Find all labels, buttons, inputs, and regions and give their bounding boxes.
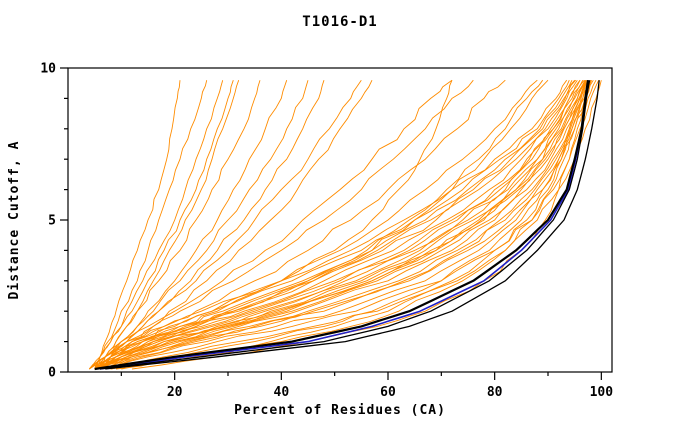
y-tick-label: 10 (40, 62, 56, 77)
series-line-black (105, 80, 600, 370)
series-line-orange (99, 80, 325, 370)
series-line-orange (88, 80, 224, 370)
series-line-orange (99, 80, 373, 370)
series-layer (88, 79, 602, 371)
plot-border (67, 67, 613, 373)
y-axis-label: Distance Cutoff, A (7, 141, 22, 300)
series-line-orange (94, 80, 309, 370)
series-line-orange (99, 79, 585, 370)
series-line-orange (94, 79, 362, 370)
series-line-orange (105, 80, 600, 370)
axes-layer: 20 40 60 80 100 0 5 10 (40, 62, 613, 401)
x-tick-label: 20 (167, 385, 183, 400)
x-tick-label: 80 (487, 385, 503, 400)
series-line-orange (89, 79, 573, 370)
series-line-orange (99, 79, 544, 370)
series-line-orange (110, 80, 586, 370)
y-tick-label: 0 (48, 366, 56, 381)
series-line-orange (105, 80, 593, 370)
series-line-orange (99, 79, 549, 370)
y-tick-label: 5 (48, 214, 56, 229)
series-line-orange (99, 80, 240, 370)
series-line-orange (94, 80, 586, 370)
series-line-orange (94, 80, 181, 370)
series-line-orange (94, 79, 453, 370)
x-tick-label: 100 (590, 385, 614, 400)
series-line-black (94, 80, 590, 371)
series-line-orange (99, 79, 586, 370)
series-line-orange (94, 79, 538, 370)
x-axis-label: Percent of Residues (CA) (234, 403, 446, 418)
series-line-orange (94, 80, 234, 370)
chart-title: T1016-D1 (302, 14, 377, 30)
series-line-orange (99, 79, 589, 370)
x-tick-label: 60 (380, 385, 396, 400)
series-line-orange (94, 80, 453, 370)
series-line-orange (94, 80, 208, 370)
x-tick-label: 40 (274, 385, 290, 400)
series-line-orange (94, 80, 261, 370)
series-line-orange (110, 80, 602, 370)
